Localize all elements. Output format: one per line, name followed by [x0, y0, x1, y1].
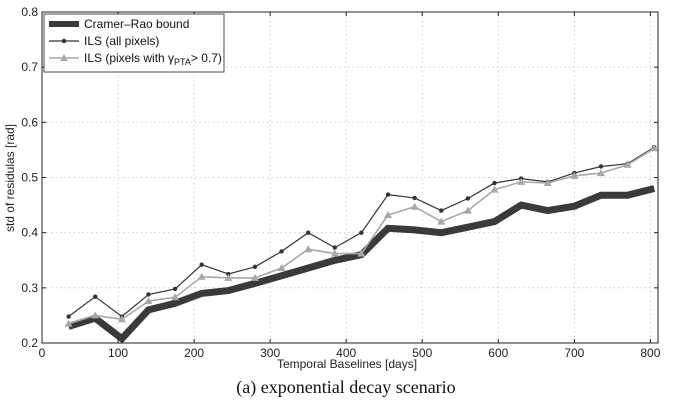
data-point-ils-selected-pixels — [543, 179, 552, 187]
data-point-ils-selected-pixels — [250, 273, 259, 281]
data-point-ils-all-pixels — [146, 292, 151, 297]
data-point-ils-all-pixels — [385, 192, 391, 197]
data-point-ils-selected-pixels — [304, 245, 313, 253]
legend-label-suffix: > 0.7) — [191, 51, 222, 65]
y-axis-label: std of residulas [rad] — [3, 124, 17, 232]
data-point-ils-all-pixels — [252, 264, 258, 270]
legend-marker-ils-selected — [60, 54, 68, 61]
data-point-ils-selected-pixels — [490, 185, 499, 193]
data-point-ils-selected-pixels — [144, 297, 153, 305]
data-point-ils-all-pixels — [305, 230, 311, 235]
x-tick-label: 200 — [184, 346, 204, 360]
data-point-ils-all-pixels — [439, 208, 444, 213]
data-point-ils-selected-pixels — [517, 177, 526, 185]
data-point-ils-all-pixels — [279, 249, 284, 254]
y-tick-label: 0.7 — [21, 60, 38, 74]
legend-label-gamma: γ — [168, 51, 174, 65]
data-point-ils-all-pixels — [412, 195, 417, 201]
y-tick-label: 0.5 — [21, 171, 38, 185]
y-tick-label: 0.2 — [21, 336, 38, 350]
data-point-ils-selected-pixels — [197, 272, 206, 280]
data-point-ils-selected-pixels — [171, 293, 180, 301]
legend-label-ils-all: ILS (all pixels) — [84, 34, 159, 48]
x-axis-label: Temporal Baselines [days] — [277, 357, 417, 371]
data-point-ils-selected-pixels — [650, 144, 659, 152]
x-tick-label: 100 — [108, 346, 128, 360]
data-point-ils-all-pixels — [199, 262, 204, 267]
data-point-ils-selected-pixels — [224, 273, 233, 281]
x-tick-label: 700 — [564, 346, 584, 360]
x-tick-label: 0 — [39, 346, 46, 360]
y-tick-label: 0.4 — [21, 226, 38, 240]
legend-label-prefix: ILS (pixels with — [84, 51, 168, 65]
data-point-ils-all-pixels — [332, 245, 337, 250]
series-line-ils-selected-pixels — [68, 147, 655, 325]
grid-layer — [42, 12, 658, 343]
data-point-ils-selected-pixels — [570, 171, 579, 179]
x-tick-label: 800 — [640, 346, 660, 360]
data-point-ils-selected-pixels — [91, 311, 100, 319]
y-tick-label: 0.8 — [21, 5, 38, 19]
tick-layer: 0 100 200 300 400 500 600 700 800 0.2 0.3 0.4 0.5 0.6… — [21, 5, 660, 360]
legend-label-subscript: PTA — [174, 57, 191, 67]
data-point-ils-selected-pixels — [437, 217, 446, 225]
data-point-ils-selected-pixels — [330, 249, 339, 257]
figure-caption: (a) exponential decay scenario — [236, 377, 455, 398]
data-point-ils-all-pixels — [598, 164, 604, 169]
data-point-ils-all-pixels — [66, 314, 71, 319]
data-point-ils-selected-pixels — [384, 211, 393, 219]
y-tick-label: 0.6 — [21, 115, 38, 129]
legend-label-ils-selected: ILS (pixels with γPTA> 0.7) — [84, 51, 222, 67]
legend-label-cramer-rao: Cramer–Rao bound — [84, 17, 189, 31]
data-point-ils-selected-pixels — [410, 202, 419, 210]
data-point-ils-selected-pixels — [623, 160, 632, 168]
data-point-ils-all-pixels — [465, 196, 471, 201]
data-point-ils-all-pixels — [93, 294, 98, 299]
data-point-ils-all-pixels — [172, 286, 178, 292]
x-tick-label: 500 — [412, 346, 432, 360]
x-tick-label: 600 — [488, 346, 508, 360]
data-point-ils-selected-pixels — [277, 263, 286, 271]
x-tick-label: 400 — [336, 346, 356, 360]
data-point-ils-selected-pixels — [64, 319, 73, 327]
data-point-ils-selected-pixels — [463, 206, 472, 214]
legend: Cramer–Rao bound ILS (all pixels) ILS (p… — [43, 13, 225, 73]
series-line-cramer-rao-bound — [67, 185, 656, 344]
data-point-ils-selected-pixels — [117, 315, 126, 323]
data-point-ils-selected-pixels — [357, 249, 366, 257]
data-point-ils-all-pixels — [492, 180, 497, 186]
data-point-ils-all-pixels — [359, 230, 364, 235]
legend-marker-ils-all — [61, 38, 67, 44]
data-point-ils-selected-pixels — [596, 169, 605, 177]
series-layer — [64, 144, 659, 344]
y-tick-label: 0.3 — [21, 281, 38, 295]
x-tick-label: 300 — [260, 346, 280, 360]
